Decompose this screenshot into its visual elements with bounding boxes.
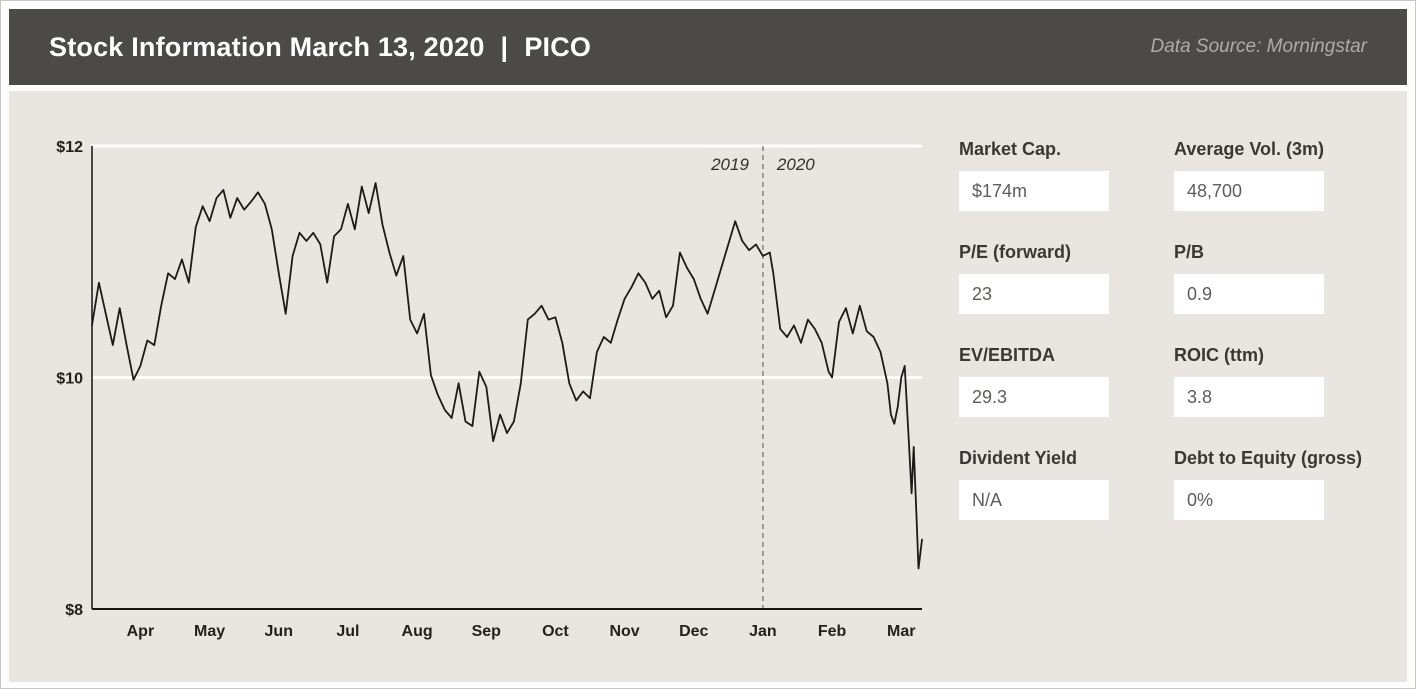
- year-left-label: 2019: [710, 155, 749, 174]
- content-panel: 2019 2020 $8 $10 $12 Apr May Jun Jul Aug Sep Oct Nov…: [9, 91, 1407, 682]
- x-tick-label: Sep: [472, 623, 502, 640]
- stat-ev-ebitda: EV/EBITDA 29.3: [959, 345, 1174, 417]
- header-bar: Stock Information March 13, 2020 | PICO …: [9, 9, 1407, 85]
- y-tick-label: $10: [56, 371, 83, 388]
- x-tick-label: Jun: [265, 623, 293, 640]
- stat-value: 29.3: [959, 377, 1109, 417]
- stat-market-cap: Market Cap. $174m: [959, 139, 1174, 211]
- stat-label: ROIC (ttm): [1174, 345, 1264, 365]
- stat-label: Debt to Equity (gross): [1174, 448, 1362, 468]
- x-tick-label: Feb: [818, 623, 847, 640]
- data-source-label: Data Source: Morningstar: [1150, 36, 1368, 57]
- stat-label: P/B: [1174, 242, 1205, 262]
- y-tick-label: $12: [56, 139, 83, 156]
- stat-debt-to-equity: Debt to Equity (gross) 0%: [1174, 448, 1415, 520]
- stat-value: $174m: [959, 171, 1109, 211]
- stat-label: EV/EBITDA: [959, 345, 1056, 365]
- x-tick-label: Jan: [749, 623, 777, 640]
- title-separator: |: [500, 31, 509, 62]
- ticker-symbol: PICO: [524, 31, 592, 62]
- x-tick-label: Apr: [127, 623, 155, 640]
- stat-pe-forward: P/E (forward) 23: [959, 242, 1174, 314]
- x-tick-label: Jul: [336, 623, 359, 640]
- price-chart-svg: 2019 2020 $8 $10 $12 Apr May Jun Jul Aug Sep Oct Nov…: [56, 139, 923, 640]
- stat-value: 48,700: [1174, 171, 1324, 211]
- x-tick-label: Aug: [402, 623, 433, 640]
- stat-pb: P/B 0.9: [1174, 242, 1415, 314]
- x-tick-label: Oct: [542, 623, 569, 640]
- stat-label: Divident Yield: [959, 448, 1078, 468]
- page-title: Stock Information March 13, 2020 | PICO: [49, 32, 591, 63]
- stat-label: Average Vol. (3m): [1174, 139, 1325, 159]
- stat-value: N/A: [959, 480, 1109, 520]
- x-tick-label: Dec: [679, 623, 708, 640]
- stats-grid: Market Cap. $174m Average Vol. (3m) 48,7…: [959, 139, 1415, 520]
- stat-label: P/E (forward): [959, 242, 1072, 262]
- stat-value: 0.9: [1174, 274, 1324, 314]
- page-title-text: Stock Information March 13, 2020: [49, 31, 485, 62]
- x-tick-label: May: [194, 623, 225, 640]
- year-right-label: 2020: [776, 155, 815, 174]
- x-tick-label: Nov: [609, 623, 639, 640]
- stat-roic: ROIC (ttm) 3.8: [1174, 345, 1415, 417]
- stat-value: 23: [959, 274, 1109, 314]
- price-line: [91, 182, 923, 570]
- price-chart: 2019 2020 $8 $10 $12 Apr May Jun Jul Aug Sep Oct Nov…: [47, 136, 927, 646]
- stat-average-volume: Average Vol. (3m) 48,700: [1174, 139, 1415, 211]
- stat-dividend-yield: Divident Yield N/A: [959, 448, 1174, 520]
- y-tick-label: $8: [65, 602, 83, 619]
- stat-value: 0%: [1174, 480, 1324, 520]
- stat-value: 3.8: [1174, 377, 1324, 417]
- stat-label: Market Cap.: [959, 139, 1062, 159]
- x-tick-label: Mar: [887, 623, 915, 640]
